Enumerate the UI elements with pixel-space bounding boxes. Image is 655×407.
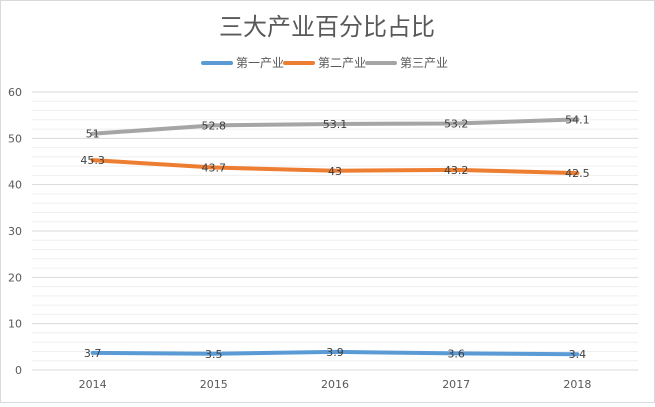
series-line-1 [90, 349, 580, 357]
data-label: 3.7 [84, 347, 102, 360]
x-tick-label: 2016 [321, 378, 349, 391]
x-tick-label: 2015 [200, 378, 228, 391]
y-tick-label: 40 [8, 179, 22, 192]
x-tick-label: 2014 [79, 378, 107, 391]
y-tick-label: 0 [15, 364, 22, 377]
y-tick-label: 20 [8, 271, 22, 284]
legend-label: 第一产业 [236, 56, 284, 70]
legend: 第一产业 第二产业 第三产业 [201, 56, 448, 70]
y-tick-label: 10 [8, 318, 22, 331]
series-lines [90, 117, 580, 357]
series-line-2 [90, 158, 580, 176]
data-label: 3.5 [205, 348, 223, 361]
y-tick-label: 60 [8, 86, 22, 99]
data-label: 3.4 [569, 348, 587, 361]
y-tick-label: 50 [8, 132, 22, 145]
legend-label: 第二产业 [318, 56, 366, 70]
x-tick-label: 2018 [563, 378, 591, 391]
chart-title: 三大产业百分比占比 [219, 13, 435, 41]
y-tick-label: 30 [8, 225, 22, 238]
data-label: 51 [86, 128, 100, 141]
data-label: 53.1 [323, 118, 348, 131]
data-labels: 3.7 3.5 3.9 3.6 3.4 45.3 43.7 43 43.2 42.5 51 52.8 5… [80, 113, 589, 361]
y-axis: 0 10 20 30 40 50 60 [8, 86, 22, 377]
data-label: 43 [328, 165, 342, 178]
data-label: 45.3 [80, 154, 105, 167]
data-label: 3.9 [326, 346, 344, 359]
x-tick-label: 2017 [442, 378, 470, 391]
data-label: 54.1 [565, 113, 590, 126]
legend-label: 第三产业 [400, 56, 448, 70]
data-label: 53.2 [444, 118, 469, 131]
x-axis: 2014 2015 2016 2017 2018 [79, 378, 592, 391]
data-label: 52.8 [202, 119, 227, 132]
data-label: 43.7 [202, 162, 227, 175]
data-label: 3.6 [447, 347, 465, 360]
data-label: 42.5 [565, 167, 590, 180]
gridlines [32, 91, 638, 371]
data-label: 43.2 [444, 164, 469, 177]
series-line-3 [90, 117, 580, 136]
